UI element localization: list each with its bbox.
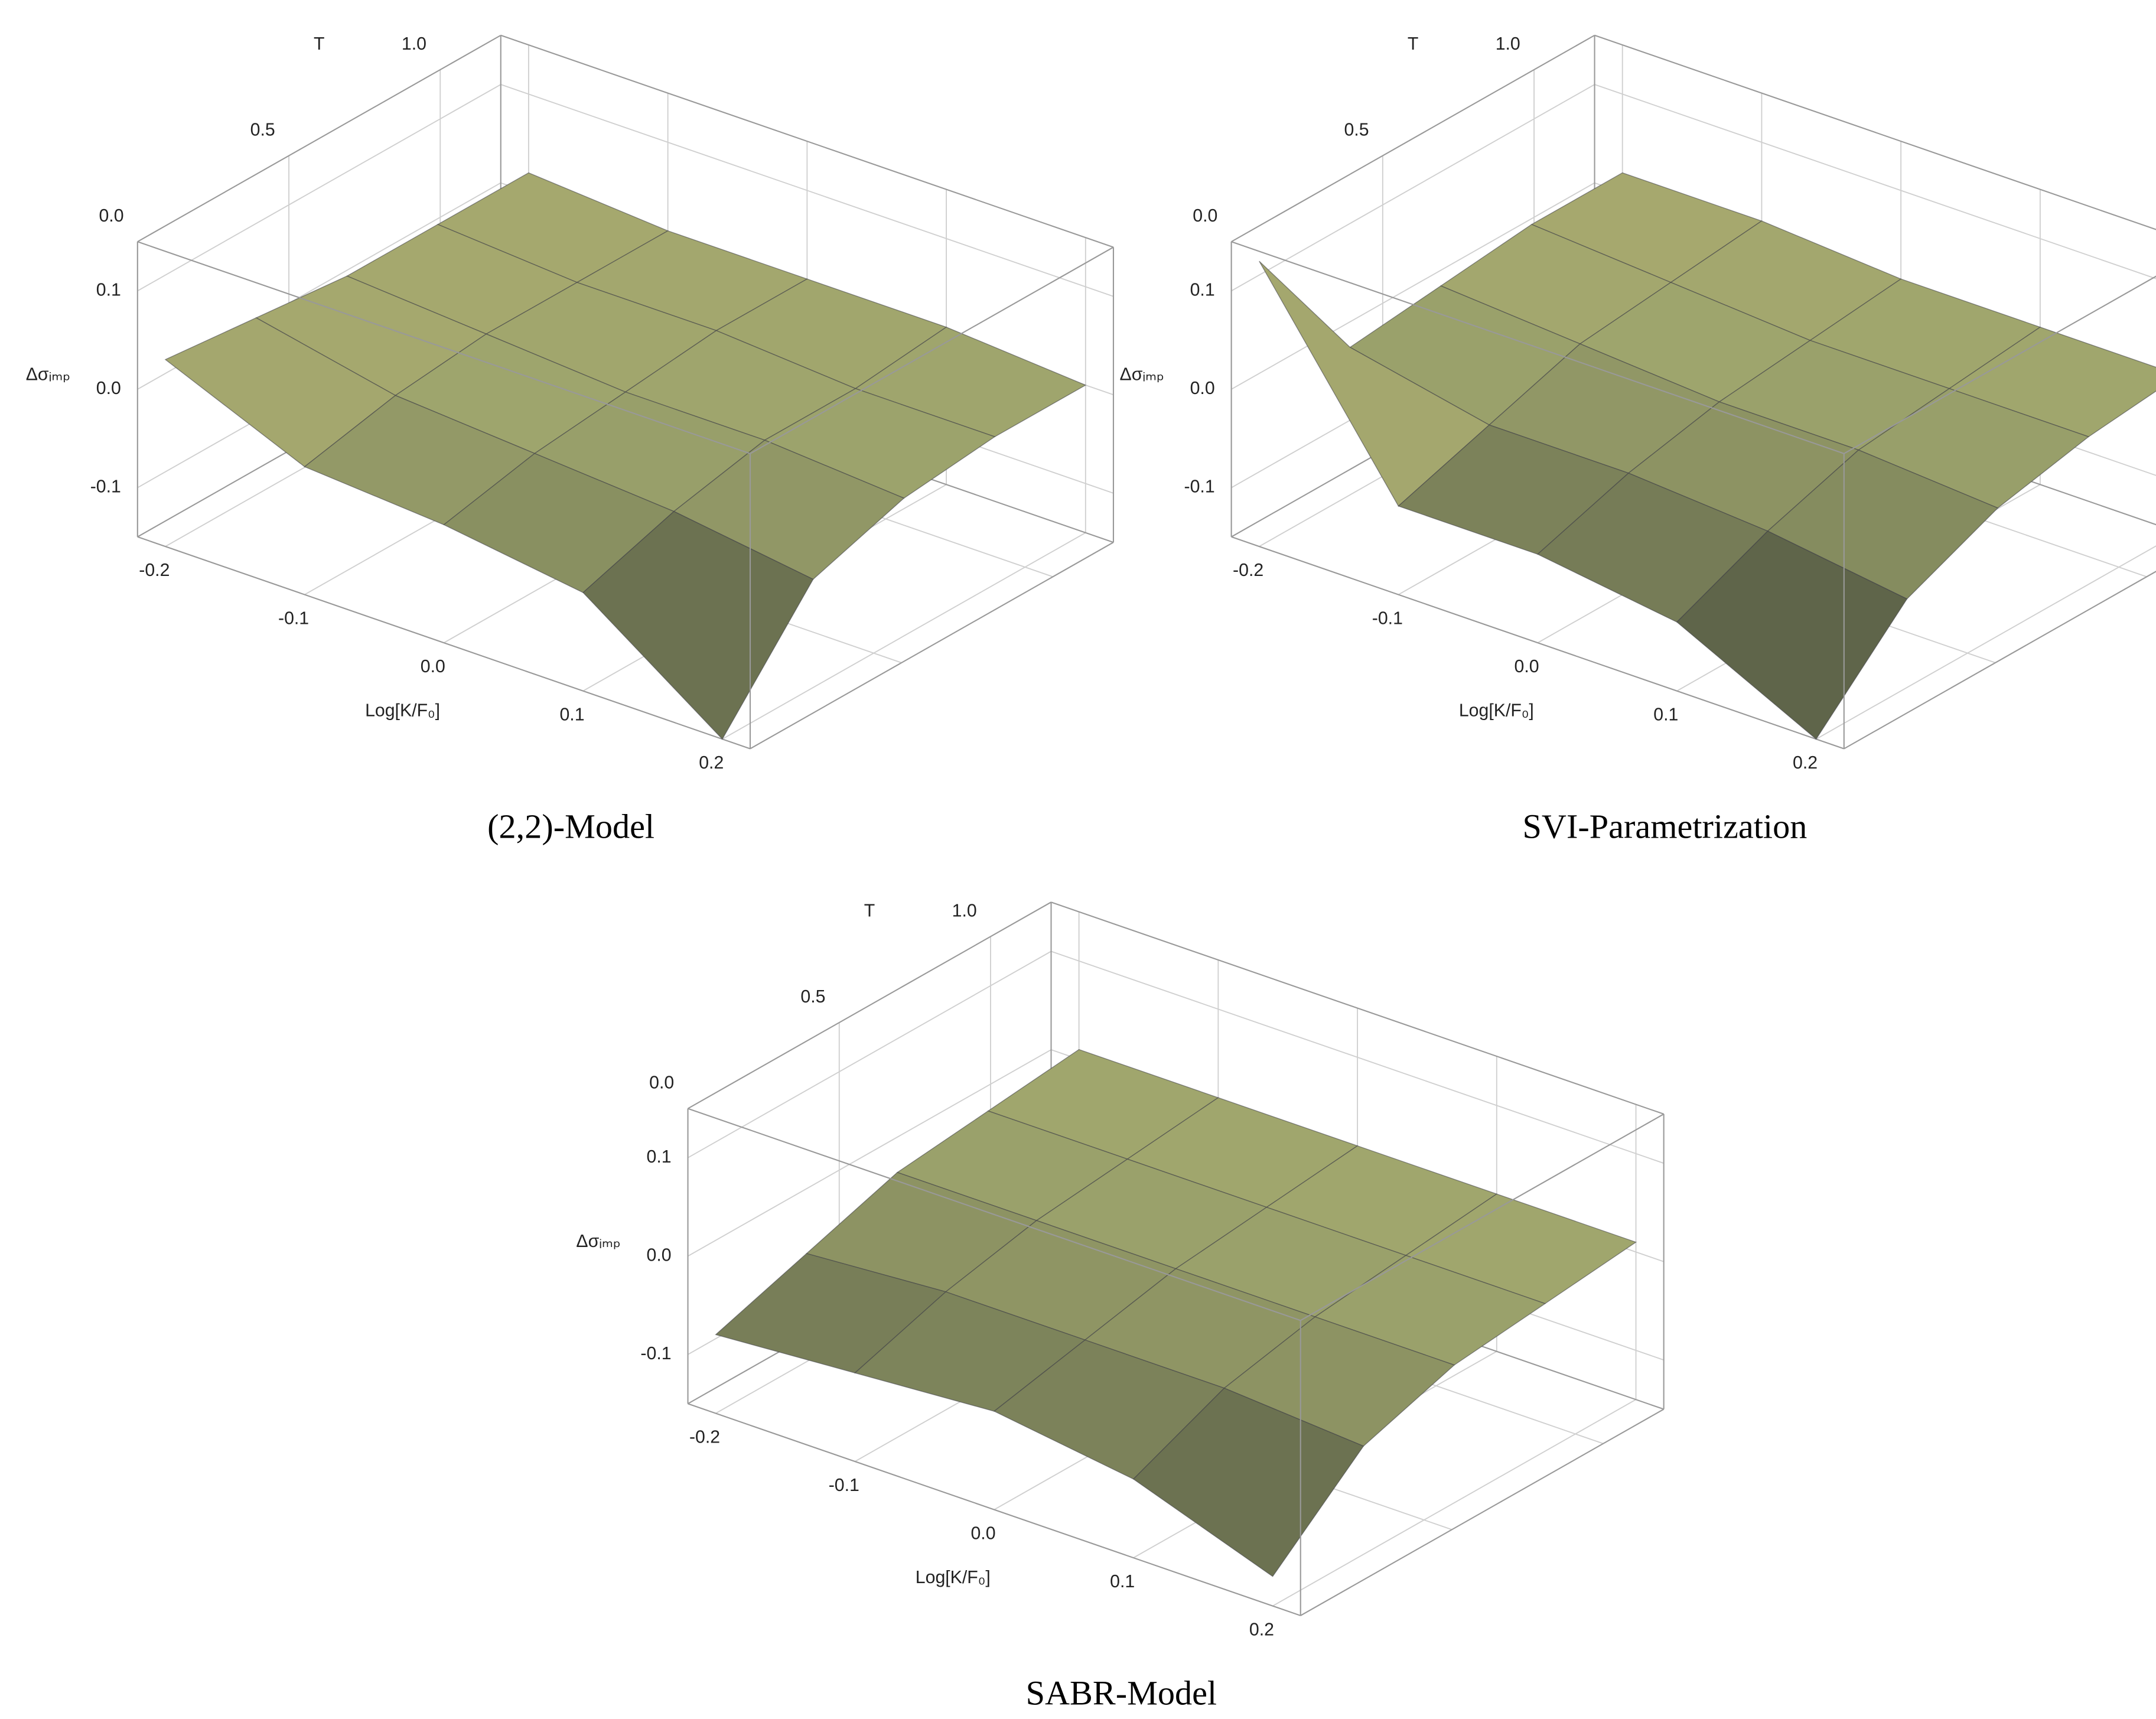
box-edge <box>1300 1408 1665 1616</box>
x-tick-label: 0.0 <box>421 657 445 676</box>
grid-line <box>137 84 501 292</box>
z-tick-label: 0.1 <box>96 280 121 299</box>
z-tick-label: -0.1 <box>90 477 121 497</box>
y-tick-label: 1.0 <box>952 901 977 921</box>
y-axis-label: T <box>314 34 325 54</box>
box-edge <box>750 542 1114 750</box>
box-edge <box>750 246 1114 454</box>
box-edge <box>137 241 751 454</box>
chart-title: (2,2)-Model <box>487 807 654 845</box>
z-tick-label: 0.0 <box>647 1245 672 1265</box>
x-tick-label: 0.0 <box>970 1524 995 1544</box>
y-tick-label: 1.0 <box>1496 34 1520 54</box>
grid-line <box>1231 182 1595 390</box>
y-tick-label: 1.0 <box>402 34 426 54</box>
grid-line <box>688 950 1051 1158</box>
x-tick-label: -0.2 <box>139 561 170 580</box>
x-tick-label: 0.1 <box>1653 705 1678 725</box>
box-edge <box>1051 901 1665 1115</box>
x-tick-label: -0.1 <box>829 1476 859 1495</box>
z-axis-label: Δσᵢₘₚ <box>26 365 70 385</box>
grid-line <box>1231 84 1595 292</box>
box-edge <box>688 901 1052 1109</box>
y-tick-label: 0.0 <box>99 206 123 226</box>
x-tick-label: -0.1 <box>1372 609 1403 629</box>
x-axis-label: Log[K/F₀] <box>365 701 440 721</box>
x-tick-label: 0.1 <box>559 705 584 725</box>
surface-patch <box>1676 530 1908 740</box>
x-tick-label: 0.2 <box>1793 753 1818 773</box>
chart: -0.2 -0.1 0.0 0.1 0.2 0.0 0.5 1.0 -0.1 0.0 0.1 Log[… <box>576 901 1665 1713</box>
box-edge <box>1844 571 2156 750</box>
z-axis-label: Δσᵢₘₚ <box>1119 365 1164 385</box>
box-edge <box>1844 275 2156 454</box>
box-edge <box>1594 34 2156 230</box>
y-axis-label: T <box>1408 34 1419 54</box>
box-edge <box>1231 241 1845 454</box>
chart: -0.2 -0.1 0.0 0.1 0.2 0.0 0.5 1.0 -0.1 0.0 0.1 Log[… <box>1119 34 2156 845</box>
z-tick-label: 0.0 <box>1190 379 1215 398</box>
box-edge <box>1300 1114 1665 1321</box>
grid-line <box>1051 950 1664 1164</box>
x-axis-label: Log[K/F₀] <box>1459 701 1534 721</box>
box-edge <box>1231 536 1845 750</box>
box-edge <box>688 1108 1301 1321</box>
x-tick-label: 0.2 <box>1249 1620 1274 1640</box>
x-axis-label: Log[K/F₀] <box>916 1568 991 1587</box>
box-edge <box>688 1403 1301 1616</box>
y-tick-label: 0.5 <box>800 987 825 1007</box>
y-tick-label: 0.0 <box>1193 206 1217 226</box>
x-tick-label: 0.2 <box>699 753 724 773</box>
box-edge <box>1231 34 1595 243</box>
z-axis-label: Δσᵢₘₚ <box>576 1232 620 1251</box>
grid-line <box>500 84 1114 297</box>
z-tick-label: -0.1 <box>1184 477 1215 497</box>
y-tick-label: 0.5 <box>250 121 275 140</box>
x-tick-label: -0.2 <box>689 1427 720 1447</box>
x-tick-label: -0.2 <box>1233 561 1263 580</box>
box-edge <box>500 34 1114 248</box>
box-edge <box>137 34 501 243</box>
x-tick-label: -0.1 <box>278 609 309 629</box>
z-tick-label: 0.1 <box>647 1147 672 1167</box>
grid-line <box>688 1049 1051 1257</box>
z-tick-label: -0.1 <box>640 1344 671 1363</box>
x-tick-label: 0.0 <box>1515 657 1539 676</box>
chart: -0.2 -0.1 0.0 0.1 0.2 0.0 0.5 1.0 -0.1 0.0 0.1 Log[… <box>26 34 1115 845</box>
z-tick-label: 0.1 <box>1190 280 1215 299</box>
y-tick-label: 0.5 <box>1344 121 1369 140</box>
y-tick-label: 0.0 <box>649 1073 674 1093</box>
z-tick-label: 0.0 <box>96 379 121 398</box>
chart-title: SVI-Parametrization <box>1523 807 1807 845</box>
grid-line <box>1594 84 2156 279</box>
surface-patch <box>582 510 814 740</box>
y-axis-label: T <box>864 901 875 921</box>
x-tick-label: 0.1 <box>1110 1572 1135 1591</box>
chart-title: SABR-Model <box>1026 1674 1217 1713</box>
box-edge <box>137 536 751 750</box>
surface-patch <box>1132 1388 1364 1577</box>
